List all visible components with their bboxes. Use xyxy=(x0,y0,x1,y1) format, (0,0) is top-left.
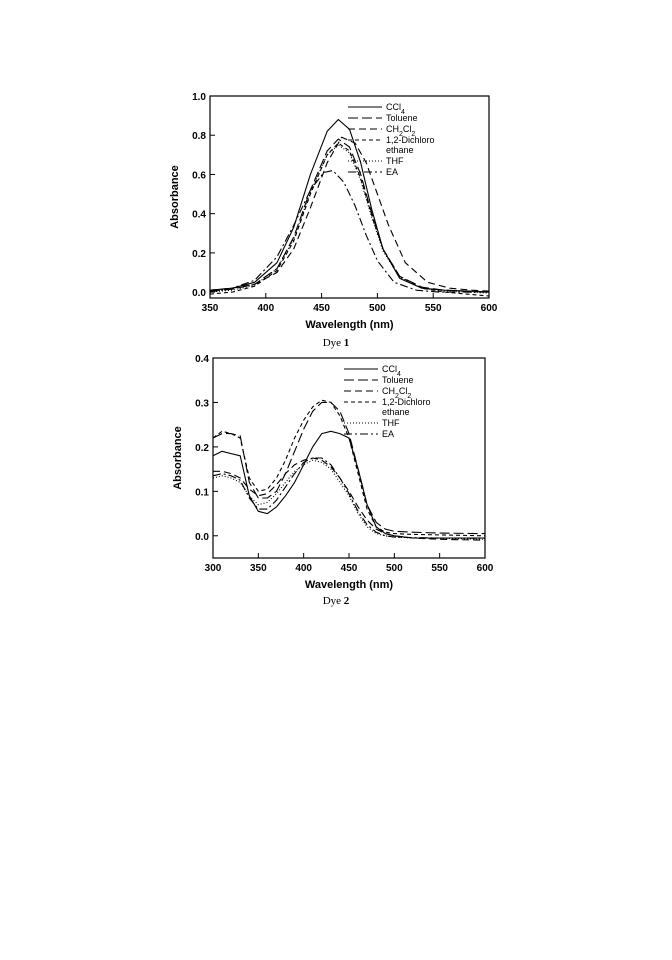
y-tick-label: 0.0 xyxy=(195,532,209,543)
x-tick-label: 350 xyxy=(202,303,219,314)
y-tick-label: 0.2 xyxy=(192,249,206,260)
x-axis-label: Wavelength (nm) xyxy=(305,319,394,331)
x-tick-label: 550 xyxy=(431,563,448,574)
legend-label: Toluene xyxy=(382,375,414,385)
series-line-1 xyxy=(212,401,486,535)
plot-frame xyxy=(209,95,490,299)
series-line-3 xyxy=(212,399,486,537)
series-line-2 xyxy=(213,457,486,541)
y-tick-label: 0.6 xyxy=(192,170,206,181)
x-tick-label: 500 xyxy=(386,563,403,574)
legend-label: CH2Cl2 xyxy=(382,386,411,400)
y-axis-label: Absorbance xyxy=(169,165,181,229)
caption-dye-2-text: Dye xyxy=(322,595,342,607)
series-line-0 xyxy=(209,118,490,293)
legend-label: Toluene xyxy=(386,113,418,123)
legend-label: THF xyxy=(386,156,404,166)
y-axis-label: Absorbance xyxy=(172,426,184,490)
figure-dye-1: 350 400 450 500 550 600 0.0 0.2 0.4 0.6 0.8 1.0 Wave… xyxy=(0,88,672,358)
figure-dye-2: 300 350 400 450 500 550 600 0.0 0.1 0.2 0.3 0.4 Wave… xyxy=(0,350,672,610)
x-tick-label: 400 xyxy=(257,303,274,314)
legend-label: CCl4 xyxy=(386,102,405,116)
legend-label: ethane xyxy=(382,407,410,417)
legend-label: THF xyxy=(382,418,400,428)
series-line-4 xyxy=(212,459,486,540)
series-line-5 xyxy=(212,457,486,539)
caption-dye-1-number: 1 xyxy=(343,337,350,349)
series-line-2 xyxy=(209,136,490,292)
caption-dye-2-number: 2 xyxy=(343,595,350,607)
x-tick-label: 350 xyxy=(250,563,267,574)
x-axis-label: Wavelength (nm) xyxy=(305,579,394,591)
chart-dye-2: 300 350 400 450 500 550 600 0.0 0.1 0.2 0.3 0.4 Wave… xyxy=(172,354,494,591)
y-tick-label: 0.3 xyxy=(195,398,209,409)
series-line-4 xyxy=(209,144,490,294)
legend-label: EA xyxy=(386,167,398,177)
x-tick-label: 600 xyxy=(481,303,498,314)
series-line-1 xyxy=(209,138,490,293)
x-tick-label: 550 xyxy=(425,303,442,314)
caption-dye-2: Dye 2 xyxy=(0,595,672,607)
caption-dye-1: Dye 1 xyxy=(0,337,672,349)
x-tick-label: 400 xyxy=(295,563,312,574)
y-tick-label: 1.0 xyxy=(192,92,206,103)
series-line-5 xyxy=(209,169,489,293)
legend-label: 1,2-Dichloro xyxy=(382,397,431,407)
series-line-3 xyxy=(209,142,490,297)
y-tick-label: 0.1 xyxy=(195,487,209,498)
x-tick-label: 500 xyxy=(369,303,386,314)
legend-label: EA xyxy=(382,429,394,439)
x-tick-label: 450 xyxy=(341,563,358,574)
x-tick-label: 300 xyxy=(205,563,222,574)
y-tick-label: 0.4 xyxy=(192,210,206,221)
legend-label: CH2Cl2 xyxy=(386,124,415,138)
y-tick-label: 0.0 xyxy=(192,288,206,299)
legend-label: 1,2-Dichloro xyxy=(386,135,435,145)
chart-dye-1: 350 400 450 500 550 600 0.0 0.2 0.4 0.6 0.8 1.0 Wave… xyxy=(169,92,498,331)
y-tick-label: 0.8 xyxy=(192,131,206,142)
x-tick-label: 450 xyxy=(313,303,330,314)
caption-dye-1-text: Dye xyxy=(322,337,342,349)
y-tick-label: 0.4 xyxy=(195,354,209,365)
plot-frame xyxy=(212,357,486,559)
legend-label: ethane xyxy=(386,145,414,155)
legend-label: CCl4 xyxy=(382,364,401,378)
y-tick-label: 0.2 xyxy=(195,443,209,454)
x-tick-label: 600 xyxy=(477,563,494,574)
